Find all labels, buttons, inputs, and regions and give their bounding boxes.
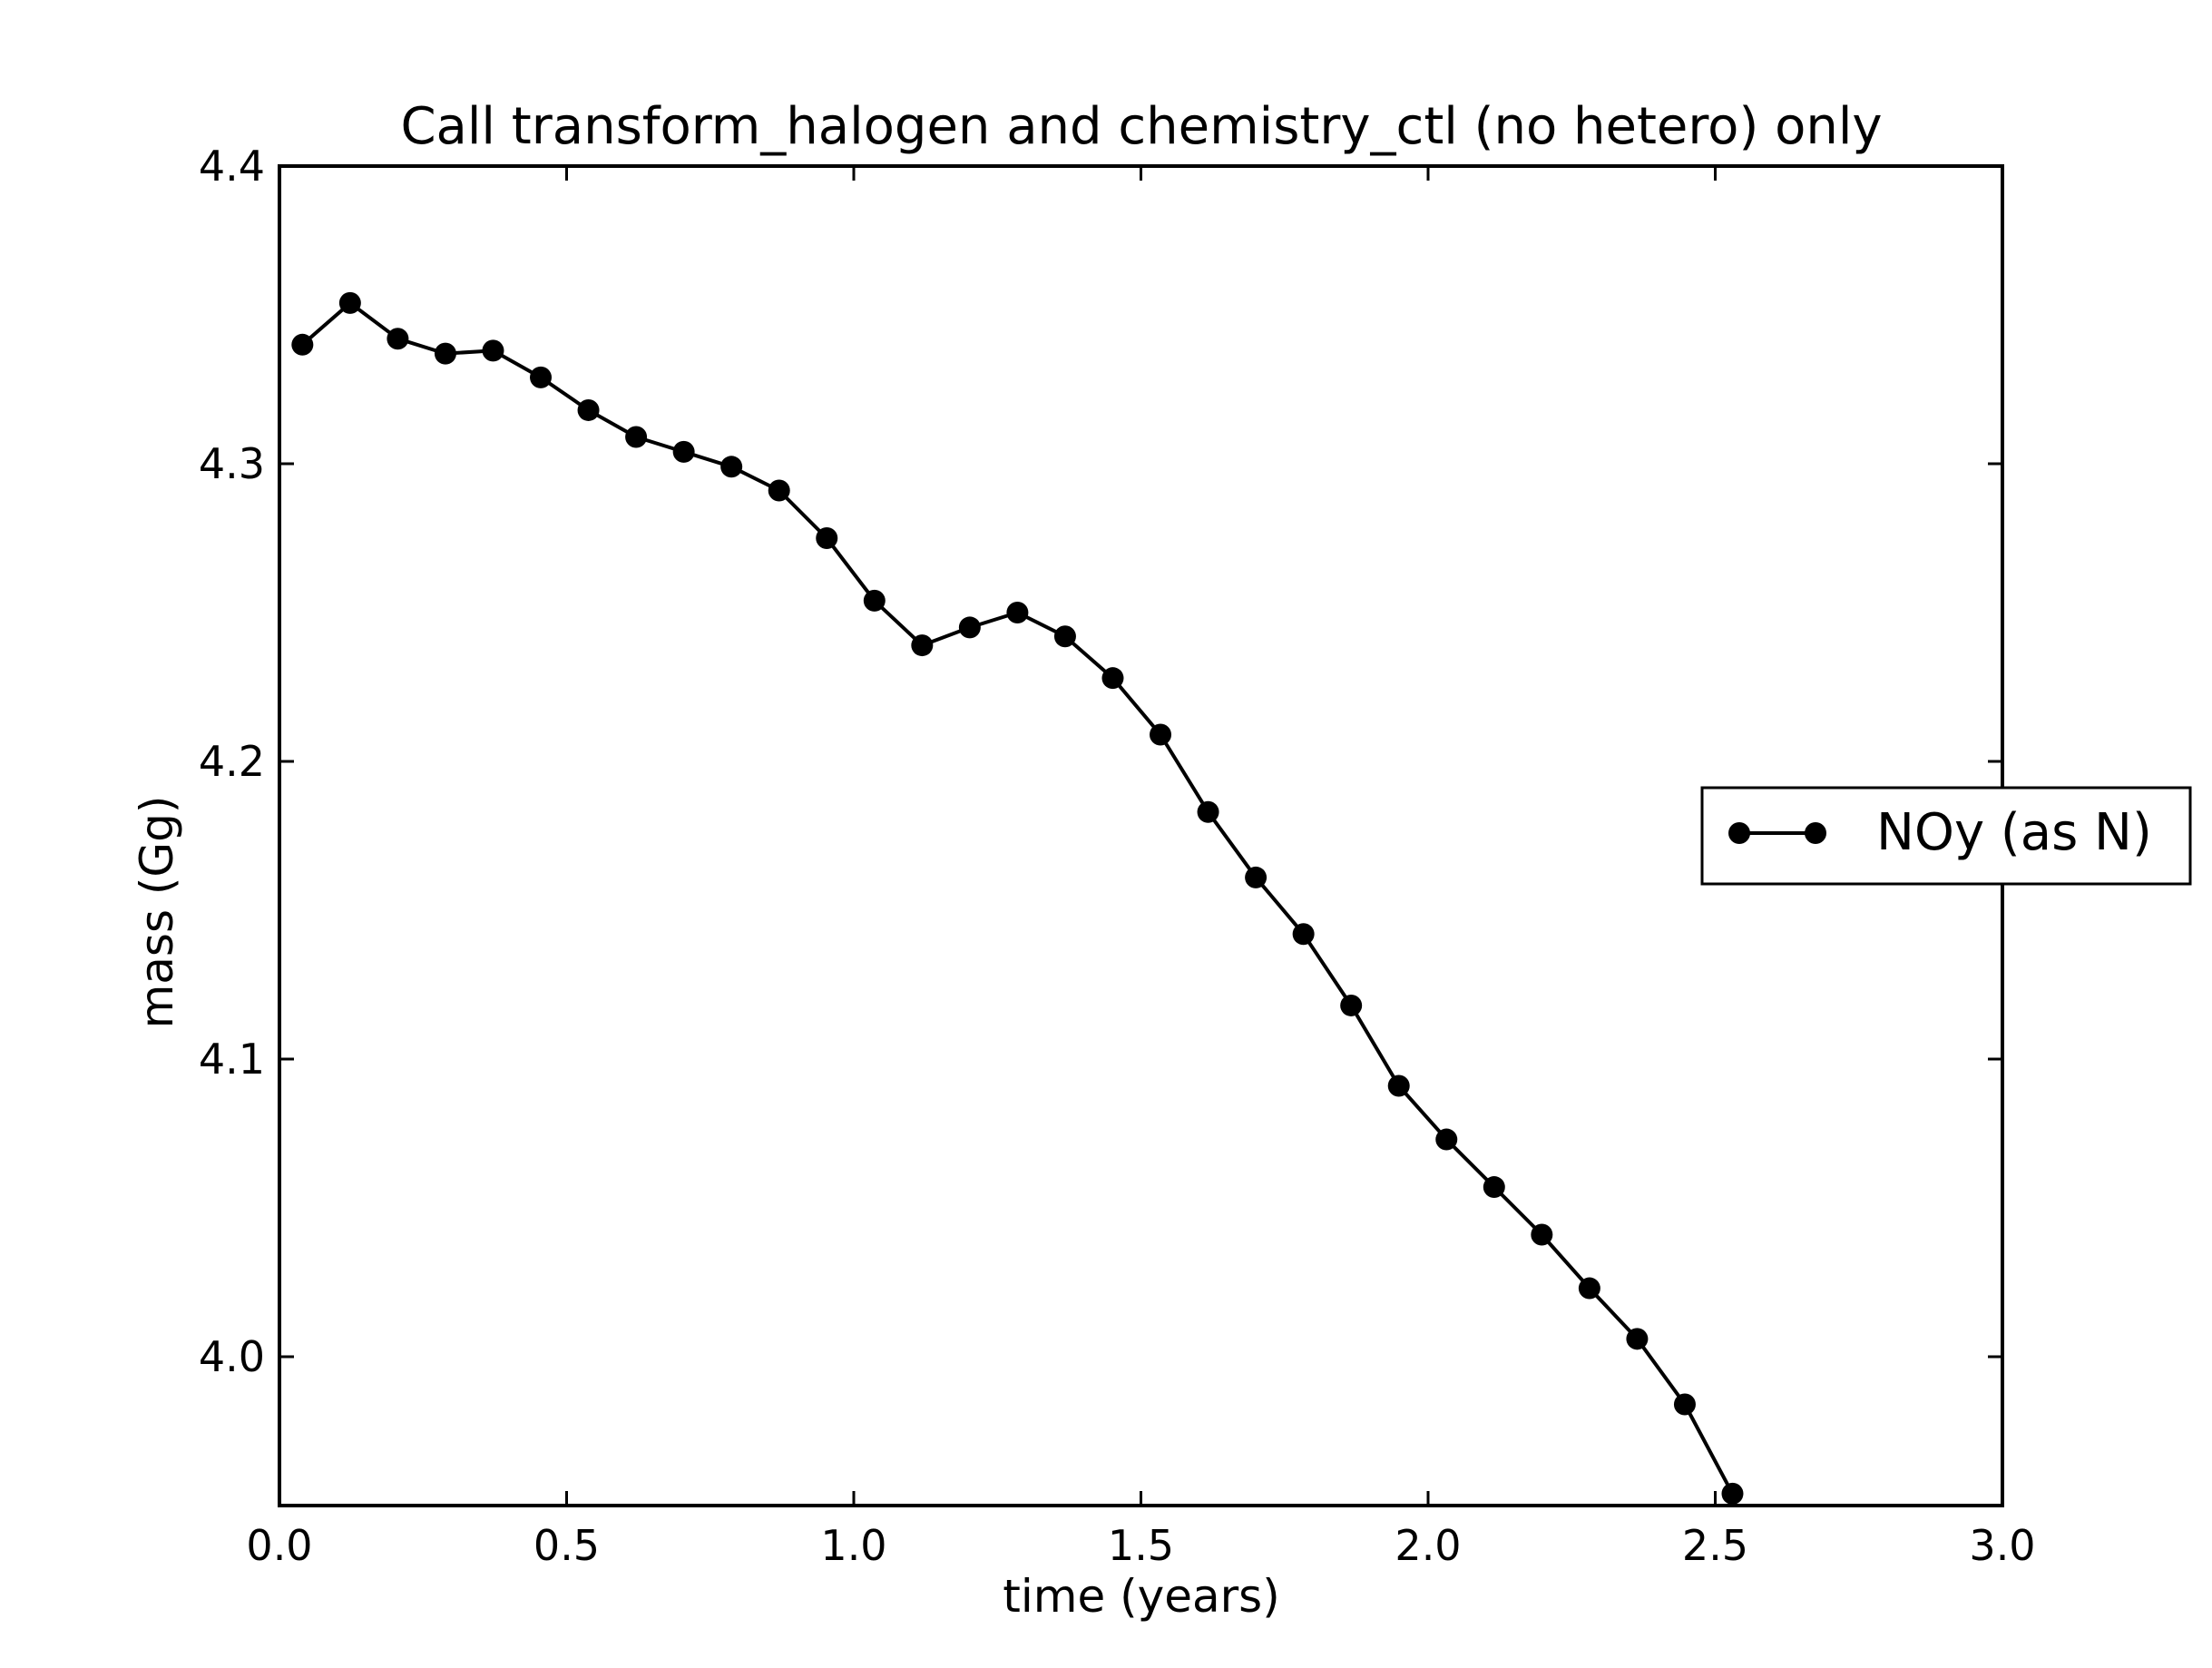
data-point [1673,1393,1696,1416]
data-point [387,328,409,350]
data-point [958,616,981,639]
legend: NOy (as N) [1700,786,2192,886]
data-point [768,479,790,502]
data-point [1053,625,1076,648]
data-point [1387,1074,1410,1097]
data-point [720,456,743,478]
data-point [1435,1128,1458,1151]
y-tick-label: 4.0 [199,1332,265,1381]
data-point [482,339,504,362]
data-point [1626,1328,1649,1350]
data-point [434,342,456,365]
y-tick-label: 4.2 [199,737,265,786]
data-point [911,634,934,657]
data-point [672,440,695,463]
y-tick-label: 4.4 [199,142,265,191]
x-tick-label: 1.5 [1108,1521,1174,1570]
legend-marker-left [1728,822,1750,844]
x-tick-label: 2.5 [1682,1521,1748,1570]
data-point [1245,866,1267,888]
data-point [338,291,361,314]
legend-marker-right [1805,822,1826,844]
data-point [1340,994,1363,1016]
x-tick-label: 0.5 [533,1521,600,1570]
chart-title: Call transform_halogen and chemistry_ctl… [400,97,1882,156]
x-tick-label: 2.0 [1395,1521,1461,1570]
axis-ticks: 0.0 0.5 1.0 1.5 2.0 2.5 3.0 4.0 4.1 4.2 4.3 4.4 [199,142,2036,1570]
data-point [1101,667,1124,690]
x-axis-label: time (years) [1003,1570,1279,1623]
data-point [1197,800,1219,823]
data-point [291,333,314,356]
data-series [291,291,1744,1505]
data-point [816,527,838,549]
data-point [1721,1482,1744,1505]
data-point [530,366,553,388]
data-point [577,398,600,421]
data-point [1483,1176,1505,1199]
y-axis-label: mass (Gg) [131,796,183,1029]
data-point [625,426,648,448]
y-tick-label: 4.3 [199,439,265,488]
legend-box [1700,786,2192,886]
x-tick-label: 0.0 [246,1521,312,1570]
legend-label: NOy (as N) [1876,803,2152,862]
data-point [1578,1277,1600,1300]
data-point [1150,723,1172,746]
y-tick-label: 4.1 [199,1035,265,1084]
x-tick-label: 1.0 [820,1521,886,1570]
data-point [1531,1223,1553,1246]
data-point [863,589,886,612]
data-point [1292,923,1315,946]
data-point [1006,602,1029,623]
x-tick-label: 3.0 [1969,1521,2035,1570]
